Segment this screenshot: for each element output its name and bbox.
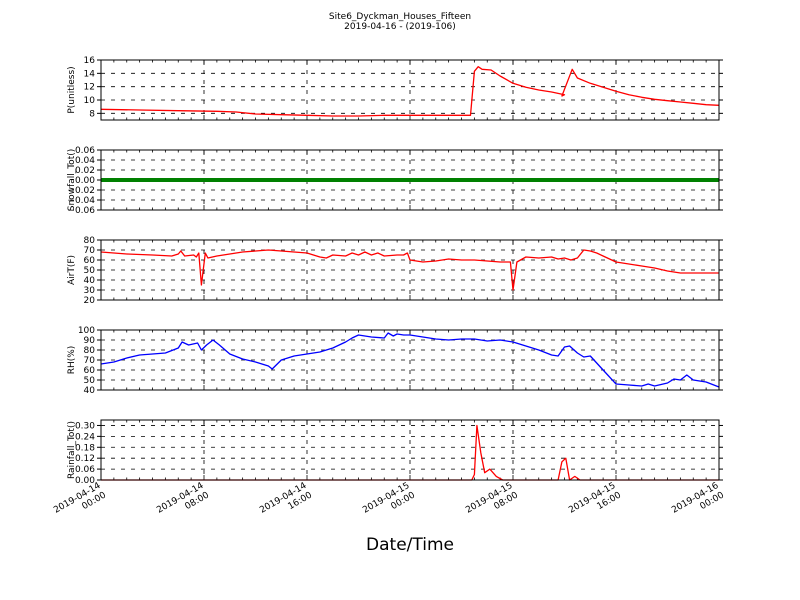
x-tick-label: 2019-04-1600:00: [670, 481, 726, 525]
x-axis-label: Date/Time: [366, 535, 454, 555]
y-tick-label: 0.24: [75, 432, 95, 442]
series-line: [100, 332, 720, 388]
y-tick-label: 0.12: [75, 454, 95, 464]
axes-frame: [100, 59, 720, 121]
y-axis-label: Snowfall_Tot(): [67, 149, 77, 212]
y-tick-label: −0.04: [67, 196, 95, 206]
y-tick-label: 80: [84, 236, 96, 246]
y-tick-label: 50: [84, 376, 96, 386]
axes-frame: [100, 239, 720, 301]
x-tick-label: 2019-04-1508:00: [464, 481, 520, 525]
y-axis-label: Rainfall_Tot(): [67, 421, 77, 479]
y-tick-label: 30: [84, 286, 96, 296]
chart-title: Site6_Dyckman_Houses_Fifteen: [329, 12, 471, 22]
y-tick-label: 0.00: [75, 476, 95, 486]
y-tick-label: −0.02: [67, 186, 95, 196]
y-tick-label: 14: [84, 69, 96, 79]
y-tick-label: 90: [84, 336, 96, 346]
y-tick-label: 60: [84, 366, 96, 376]
series-line: [100, 66, 720, 117]
y-tick-label: 70: [84, 356, 96, 366]
x-tick-label: 2019-04-1408:00: [155, 481, 211, 525]
panels-group: 810121416P(unitless)0.060.040.020.00−0.0…: [67, 56, 723, 486]
x-tick-labels: 2019-04-1400:00 2019-04-1408:00 2019-04-14…: [52, 481, 726, 525]
y-tick-label: 8: [89, 109, 95, 119]
y-tick-label: 40: [84, 386, 96, 396]
y-axis-label: P(unitless): [67, 66, 77, 113]
axes-frame: [100, 329, 720, 391]
y-tick-label: 10: [84, 96, 96, 106]
y-tick-label: 40: [84, 276, 96, 286]
y-tick-label: 60: [84, 256, 96, 266]
y-tick-label: 80: [84, 346, 96, 356]
y-tick-label: 16: [84, 56, 96, 66]
y-axis-label: AirT(F): [67, 255, 77, 285]
panel-0: 8 10 12 14 16 P(unitless): [67, 56, 723, 121]
y-tick-label: 20: [84, 296, 96, 306]
y-tick-label: 0.00: [75, 176, 95, 186]
y-tick-label: 0.06: [75, 465, 95, 475]
y-tick-label: 0.06: [75, 146, 95, 156]
y-tick-label: 0.18: [75, 443, 95, 453]
panel-1: 0.060.040.020.00−0.02−0.04−0.06Snowfall_…: [67, 146, 723, 216]
y-tick-label: 12: [84, 83, 95, 93]
series-line: [101, 424, 719, 481]
x-tick-label: 2019-04-1500:00: [361, 481, 417, 525]
x-tick-label: 2019-04-1400:00: [52, 481, 108, 525]
series-line: [100, 249, 719, 291]
y-tick-label: 0.04: [75, 156, 95, 166]
x-tick-label: 2019-04-1516:00: [567, 481, 623, 525]
axes-frame: [100, 149, 720, 211]
y-tick-label: 100: [78, 326, 95, 336]
x-tick-label: 2019-04-1416:00: [258, 481, 314, 525]
y-tick-label: 0.30: [75, 421, 95, 431]
y-tick-label: 70: [84, 246, 96, 256]
chart-subtitle: 2019-04-16 - (2019-106): [344, 22, 456, 32]
y-tick-label: −0.06: [67, 206, 95, 216]
axes-frame: [100, 419, 720, 481]
y-axis-label: RH(%): [67, 346, 77, 375]
y-tick-label: 0.02: [75, 166, 95, 176]
y-tick-label: 50: [84, 266, 96, 276]
